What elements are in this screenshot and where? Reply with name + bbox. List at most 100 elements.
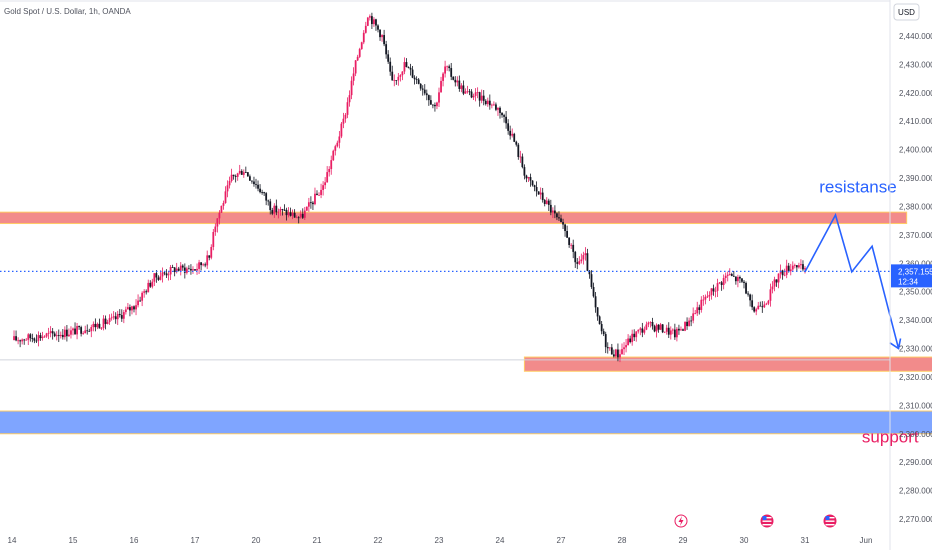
candle: [499, 106, 501, 119]
candle: [653, 324, 656, 333]
candle: [206, 250, 209, 269]
candle: [602, 328, 605, 337]
candle-body: [183, 267, 186, 273]
resistance-zone[interactable]: [0, 211, 908, 225]
candle: [629, 335, 632, 344]
candle-body: [387, 54, 390, 62]
candle: [450, 62, 453, 81]
candle-body: [676, 328, 678, 338]
candle: [173, 267, 176, 277]
candle-body: [208, 255, 211, 258]
candle: [320, 183, 322, 199]
candle: [531, 180, 534, 187]
price-tick-label: 2,350.000: [899, 288, 932, 297]
candle-body: [755, 309, 758, 312]
candle-body: [234, 176, 237, 177]
candle-body: [608, 347, 611, 349]
currency-button[interactable]: USD: [893, 3, 920, 21]
candle-body: [730, 274, 733, 276]
candle: [181, 264, 184, 271]
candle-body: [293, 212, 296, 218]
candle-body: [586, 253, 589, 271]
candle: [635, 331, 638, 342]
candle-body: [702, 299, 705, 301]
candle-body: [253, 181, 255, 185]
candle-body: [340, 123, 343, 137]
candle: [415, 76, 418, 84]
candle-body: [84, 330, 87, 334]
projection-path[interactable]: [804, 212, 900, 349]
candle: [332, 149, 335, 161]
candle-body: [145, 291, 148, 293]
candle: [222, 200, 225, 210]
candle-body: [342, 118, 345, 124]
candle-body: [29, 334, 32, 339]
candle: [486, 97, 489, 107]
candle-body: [617, 349, 619, 358]
candle-body: [407, 67, 410, 68]
candle: [704, 294, 707, 305]
candle: [680, 326, 682, 331]
candle: [706, 291, 709, 299]
candle-body: [572, 244, 575, 252]
candle: [696, 301, 699, 316]
candle: [387, 50, 390, 64]
candle-body: [230, 174, 233, 182]
candle-body: [273, 205, 276, 214]
candle: [336, 140, 339, 148]
lower-support-band[interactable]: [0, 410, 932, 435]
candle-body: [401, 71, 404, 76]
candle-body: [442, 73, 444, 81]
candle: [730, 272, 733, 277]
candle: [234, 174, 237, 183]
candle: [700, 296, 703, 313]
candle-body: [59, 334, 62, 337]
candle-body: [285, 209, 288, 216]
candle-body: [763, 304, 766, 308]
candle: [728, 268, 731, 276]
candle: [610, 343, 613, 355]
candle: [521, 153, 524, 169]
time-axis[interactable]: 14 15 16 17 20 21 22 23 24 27 28 29 30 31 Jun: [8, 536, 873, 545]
candle-body: [356, 56, 359, 61]
candle-body: [196, 268, 198, 271]
price-axis[interactable]: 2,440.000 2,430.000 2,420.000 2,410.000 2,40…: [891, 32, 932, 524]
candle: [326, 166, 329, 183]
flash-event-icon[interactable]: [674, 514, 688, 528]
candle-body: [511, 133, 514, 136]
candle: [734, 276, 737, 285]
candle-body: [177, 268, 180, 271]
candle: [541, 187, 544, 203]
candle: [236, 172, 239, 181]
candle: [737, 274, 739, 288]
support-zone[interactable]: [523, 356, 932, 372]
candle-body: [421, 88, 424, 90]
candle: [293, 209, 296, 218]
price-tick-label: 2,390.000: [899, 174, 932, 183]
candle-body: [163, 272, 166, 274]
candle-body: [594, 296, 597, 308]
candle-body: [710, 288, 713, 295]
candle-body: [722, 277, 725, 285]
us-flag-event-icon[interactable]: [823, 514, 837, 528]
candle-body: [495, 104, 497, 110]
candle-body: [714, 290, 717, 292]
us-flag-event-icon[interactable]: [760, 514, 774, 528]
candle: [678, 324, 680, 335]
candle-body: [425, 93, 428, 96]
candle: [246, 172, 249, 177]
candle-body: [114, 316, 117, 320]
candle: [436, 101, 438, 110]
candle-body: [151, 281, 154, 287]
candle-body: [279, 209, 282, 212]
candle: [179, 262, 182, 276]
candle-body: [775, 279, 778, 283]
candle: [90, 324, 93, 338]
candle-body: [147, 282, 150, 293]
candle: [429, 95, 432, 105]
candle: [70, 326, 72, 339]
price-tick-label: 2,400.000: [899, 146, 932, 155]
candle-body: [541, 192, 544, 201]
